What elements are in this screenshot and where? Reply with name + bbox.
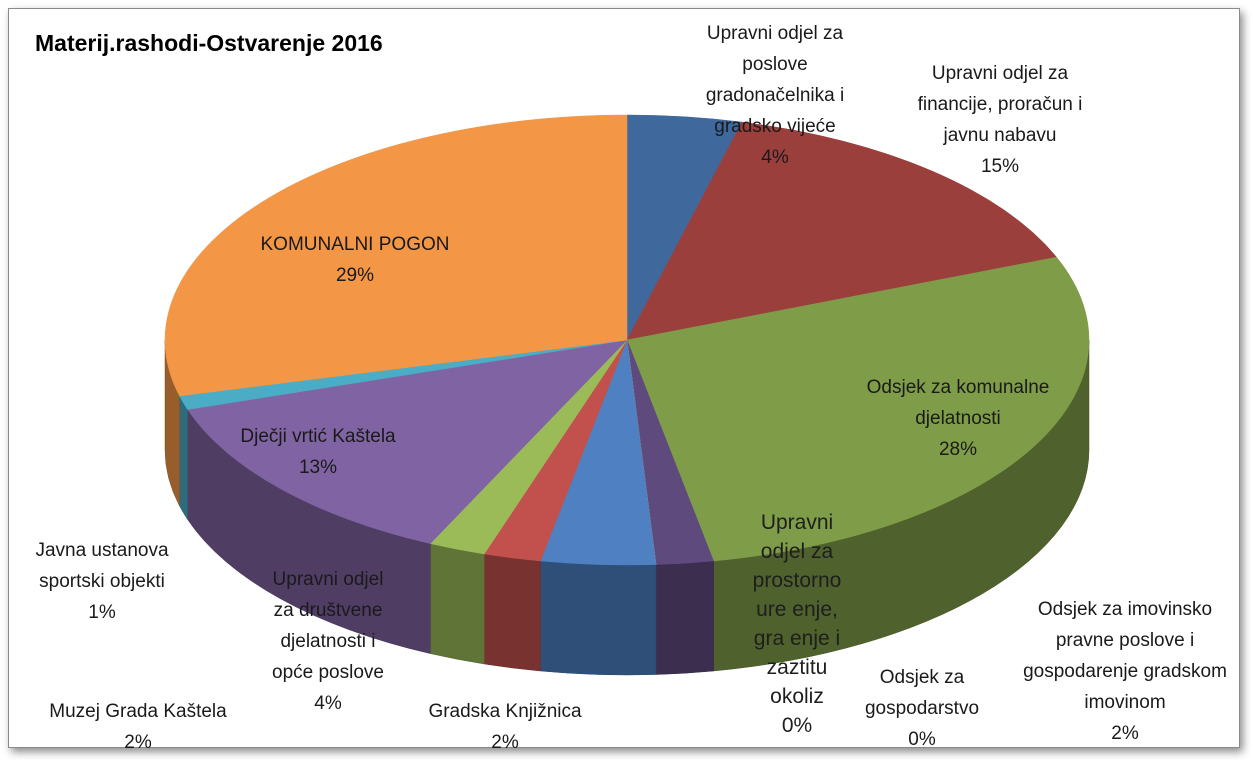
label-name: Dječji vrtić Kaštela (240, 426, 396, 447)
label-value: 2% (491, 732, 519, 753)
slice (187, 339, 628, 544)
label-name: Gradska Knjižnica (428, 701, 582, 722)
data-label: Gradska Knjižnica 2% (405, 696, 605, 758)
label-value: 29% (335, 265, 375, 286)
label-name: Odsjek za gospodarstvo (864, 667, 980, 719)
label-name: Upravni odjel za financije, proračun i j… (917, 63, 1083, 146)
label-name: Upravni odjel za društvene djelatnosti i… (272, 569, 384, 683)
label-value: 28% (938, 439, 978, 460)
label-value: 4% (314, 693, 342, 714)
label-name: Muzej Grada Kaštela (49, 701, 227, 722)
data-label: Upravni odjel za poslove gradonačelnika … (678, 18, 873, 173)
data-label: Odsjek za imovinsko pravne poslove i gos… (1008, 594, 1243, 749)
label-value: 2% (124, 732, 152, 753)
label-name: Odsjek za imovinsko pravne poslove i gos… (1023, 599, 1227, 713)
label-value: 4% (761, 147, 789, 168)
slice (164, 114, 628, 397)
label-value: 15% (980, 156, 1020, 177)
data-label: KOMUNALNI POGON 29% (245, 229, 465, 291)
label-value: 13% (298, 457, 338, 478)
data-label: Upravni odjel za financije, proračun i j… (900, 58, 1100, 182)
data-label: Muzej Grada Kaštela 2% (23, 696, 253, 758)
label-value: 1% (88, 602, 116, 623)
label-name: KOMUNALNI POGON (260, 234, 450, 255)
label-value: 2% (1111, 723, 1139, 744)
slice-side (540, 560, 657, 676)
label-name: Upravni odjel za prostorno ure enje, gra… (752, 511, 842, 708)
slice-side (179, 395, 188, 521)
data-label: Dječji vrtić Kaštela 13% (203, 421, 433, 483)
label-name: Javna ustanova sportski objekti (35, 540, 169, 592)
slice-side (430, 543, 485, 665)
slice (626, 256, 1090, 562)
slice-side (483, 553, 541, 672)
data-label: Upravni odjel za prostorno ure enje, gra… (741, 508, 853, 740)
label-value: 0% (781, 714, 813, 737)
pie-sides (164, 339, 1090, 676)
label-name: Upravni odjel za poslove gradonačelnika … (705, 23, 845, 137)
label-value: 0% (908, 729, 936, 750)
data-label: Upravni odjel za društvene djelatnosti i… (270, 564, 387, 719)
slice-side (655, 560, 714, 675)
data-label: Odsjek za gospodarstvo 0% (857, 662, 987, 755)
label-name: Odsjek za komunalne djelatnosti (866, 377, 1050, 429)
data-label: Javna ustanova sportski objekti 1% (12, 535, 192, 628)
chart-title: Materij.rashodi-Ostvarenje 2016 (35, 30, 383, 56)
data-label: Odsjek za komunalne djelatnosti 28% (843, 372, 1073, 465)
slice (626, 121, 1058, 341)
pie-tops (164, 114, 1090, 566)
